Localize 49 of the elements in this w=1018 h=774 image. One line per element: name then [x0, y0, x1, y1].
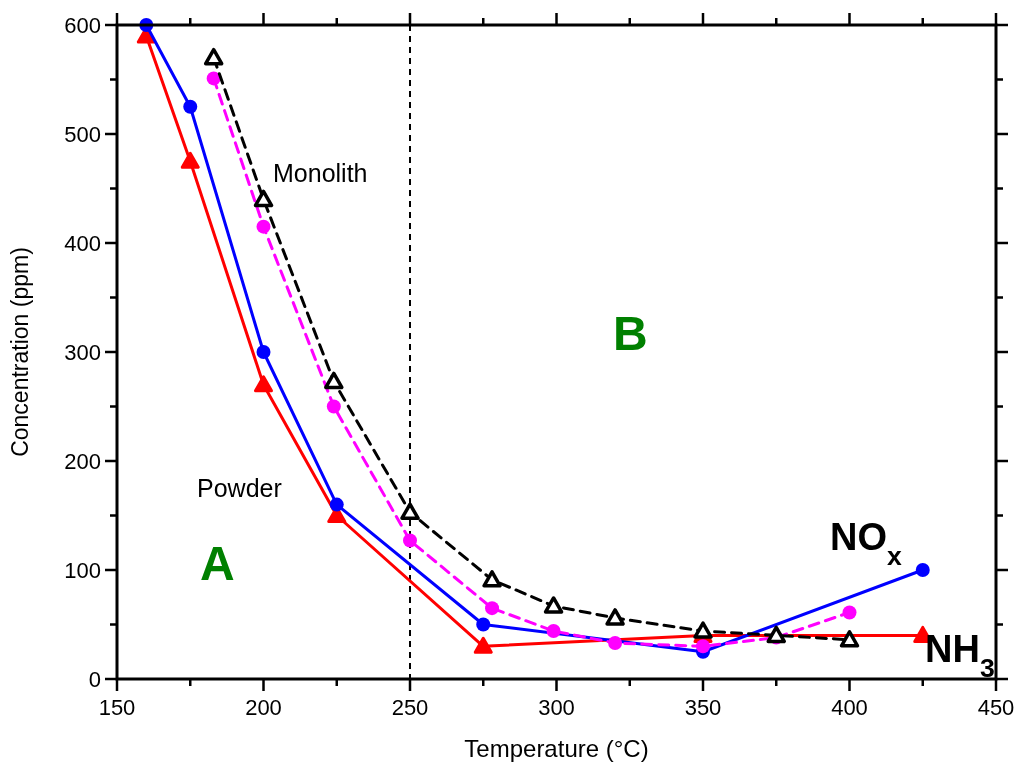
y-tick-label: 300: [64, 339, 101, 365]
point: [485, 601, 500, 616]
point: [203, 47, 224, 66]
point: [543, 596, 564, 614]
point: [605, 608, 625, 626]
point: [329, 497, 344, 512]
annotation: B: [613, 307, 648, 360]
x-tick-label: 300: [538, 695, 575, 720]
y-tick-label: 200: [64, 448, 101, 474]
point: [206, 71, 221, 86]
point: [766, 625, 786, 644]
point: [180, 151, 200, 169]
y-tick-label: 0: [88, 666, 101, 692]
point: [476, 617, 491, 632]
point: [842, 605, 857, 620]
annotation: NH$_{3}$: [925, 628, 995, 683]
y-tick-label: 600: [64, 12, 101, 38]
y-axis-title: Concentration (ppm): [7, 247, 33, 457]
x-tick-label: 350: [684, 695, 722, 720]
annotation: Monolith: [273, 159, 368, 187]
x-axis-title: Temperature (°C): [464, 735, 649, 762]
y-tick-label: 400: [64, 230, 101, 256]
x-tick-label: 200: [245, 695, 282, 720]
point: [256, 345, 271, 359]
point: [546, 624, 561, 639]
y-tick-label: 100: [64, 557, 101, 583]
point: [473, 636, 493, 654]
point: [403, 533, 417, 548]
point: [608, 636, 623, 651]
annotation: A: [200, 537, 235, 590]
point: [183, 99, 198, 114]
x-tick-label: 400: [831, 695, 868, 720]
point: [696, 639, 710, 654]
point: [256, 219, 271, 234]
point: [915, 563, 930, 577]
point: [839, 630, 860, 648]
point: [482, 570, 502, 588]
x-tick-label: 150: [98, 695, 136, 720]
x-tick-label: 250: [391, 695, 429, 720]
point: [254, 375, 273, 393]
point: [326, 399, 341, 414]
annotation: Powder: [197, 474, 282, 502]
x-tick-label: 450: [977, 695, 1015, 720]
point: [253, 189, 274, 208]
point: [400, 502, 420, 520]
point: [693, 621, 713, 639]
point: [324, 371, 344, 390]
y-tick-label: 500: [64, 121, 101, 147]
annotation: NO$_{x}$: [830, 516, 902, 571]
